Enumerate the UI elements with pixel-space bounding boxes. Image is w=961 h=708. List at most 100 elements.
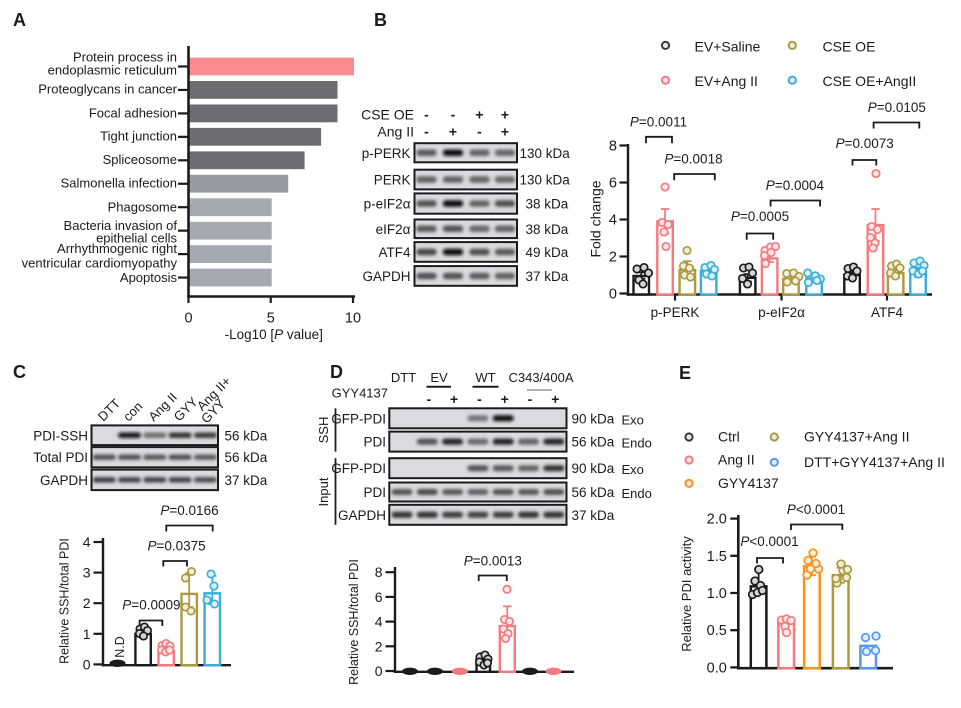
- svg-text:SSH: SSH: [316, 417, 331, 444]
- svg-text:Relative SSH/total PDI: Relative SSH/total PDI: [58, 538, 72, 664]
- svg-text:P=0.0018: P=0.0018: [664, 152, 722, 167]
- svg-text:56 kDa: 56 kDa: [572, 485, 615, 500]
- svg-text:-: -: [528, 391, 533, 407]
- svg-text:-: -: [477, 124, 482, 140]
- svg-text:2: 2: [83, 595, 91, 611]
- svg-text:p-PERK: p-PERK: [651, 305, 700, 320]
- svg-text:PDI: PDI: [363, 485, 386, 500]
- svg-text:Focal adhesion: Focal adhesion: [89, 106, 177, 121]
- svg-text:6: 6: [609, 176, 617, 192]
- svg-text:p-eIF2α: p-eIF2α: [364, 197, 411, 212]
- svg-text:8: 8: [609, 139, 617, 155]
- svg-text:37 kDa: 37 kDa: [526, 269, 569, 284]
- svg-text:Ang II: Ang II: [377, 124, 414, 140]
- svg-text:8: 8: [375, 564, 383, 580]
- svg-text:1.0: 1.0: [707, 586, 727, 602]
- svg-text:P=0.0005: P=0.0005: [731, 209, 789, 224]
- svg-text:DTT+GYY4137+Ang II: DTT+GYY4137+Ang II: [804, 454, 945, 470]
- svg-text:0: 0: [184, 311, 192, 327]
- svg-text:EV: EV: [430, 370, 448, 385]
- svg-text:Input: Input: [316, 477, 331, 506]
- svg-text:56 kDa: 56 kDa: [572, 435, 615, 450]
- svg-text:epithelial cells: epithelial cells: [96, 231, 177, 246]
- svg-text:37 kDa: 37 kDa: [225, 473, 268, 488]
- svg-text:-: -: [424, 107, 429, 123]
- svg-text:GYY4137: GYY4137: [332, 386, 388, 401]
- svg-text:Tight junction: Tight junction: [100, 128, 177, 143]
- svg-text:+: +: [475, 107, 483, 123]
- svg-text:0.0: 0.0: [707, 660, 727, 676]
- svg-text:A: A: [13, 10, 26, 30]
- svg-text:DTT: DTT: [391, 370, 416, 385]
- svg-text:C: C: [13, 362, 26, 382]
- svg-text:-: -: [477, 391, 482, 407]
- svg-text:N.D: N.D: [113, 636, 127, 658]
- svg-text:P=0.0105: P=0.0105: [868, 100, 926, 115]
- svg-text:Arrhythmogenic right: Arrhythmogenic right: [57, 241, 177, 256]
- svg-text:+: +: [501, 391, 509, 407]
- svg-text:10: 10: [345, 311, 361, 327]
- svg-text:1: 1: [83, 626, 91, 642]
- svg-text:Protein process in: Protein process in: [73, 50, 177, 65]
- svg-text:90 kDa: 90 kDa: [572, 461, 615, 476]
- svg-text:6: 6: [375, 589, 383, 605]
- svg-text:PERK: PERK: [374, 173, 411, 188]
- svg-text:E: E: [679, 363, 691, 383]
- svg-text:GAPDH: GAPDH: [362, 269, 410, 284]
- svg-text:+: +: [501, 107, 509, 123]
- svg-text:4: 4: [609, 213, 617, 229]
- svg-text:CSE OE+AngII: CSE OE+AngII: [823, 73, 917, 89]
- svg-text:2: 2: [375, 638, 383, 654]
- svg-text:Endo: Endo: [622, 486, 652, 501]
- svg-text:PDI: PDI: [363, 435, 386, 450]
- svg-text:2.0: 2.0: [707, 512, 727, 528]
- svg-text:38 kDa: 38 kDa: [526, 197, 569, 212]
- svg-text:endoplasmic reticulum: endoplasmic reticulum: [48, 62, 177, 77]
- svg-text:GAPDH: GAPDH: [338, 508, 386, 523]
- svg-text:GAPDH: GAPDH: [40, 473, 88, 488]
- svg-text:-: -: [424, 124, 429, 140]
- svg-text:1.5: 1.5: [707, 549, 727, 565]
- svg-text:4: 4: [83, 534, 91, 550]
- svg-text:0: 0: [609, 287, 617, 303]
- svg-text:-Log10 [P value]: -Log10 [P value]: [225, 327, 323, 342]
- svg-text:ventricular cardiomyopathy: ventricular cardiomyopathy: [22, 256, 178, 271]
- svg-text:37 kDa: 37 kDa: [572, 508, 615, 523]
- svg-text:GFP-PDI: GFP-PDI: [331, 411, 386, 426]
- svg-text:P=0.0375: P=0.0375: [147, 538, 205, 553]
- svg-text:P<0.0001: P<0.0001: [787, 502, 845, 517]
- svg-text:Spliceosome: Spliceosome: [103, 152, 177, 167]
- svg-text:Total PDI: Total PDI: [33, 450, 88, 465]
- svg-text:130 kDa: 130 kDa: [520, 173, 571, 188]
- svg-text:ATF4: ATF4: [378, 245, 410, 260]
- svg-text:p-eIF2α: p-eIF2α: [758, 305, 805, 320]
- svg-text:P=0.0011: P=0.0011: [630, 114, 687, 129]
- svg-text:56 kDa: 56 kDa: [225, 428, 268, 443]
- svg-text:Bacteria invasion of: Bacteria invasion of: [64, 218, 178, 233]
- svg-text:Fold change: Fold change: [588, 180, 604, 257]
- svg-text:EV+Saline: EV+Saline: [695, 38, 761, 54]
- svg-text:Ctrl: Ctrl: [718, 429, 740, 445]
- svg-text:Relative PDI activity: Relative PDI activity: [679, 536, 694, 652]
- svg-text:GYY4137: GYY4137: [718, 475, 779, 491]
- svg-text:4: 4: [375, 614, 383, 630]
- svg-text:PDI-SSH: PDI-SSH: [33, 428, 88, 443]
- svg-text:0.5: 0.5: [707, 623, 727, 639]
- svg-text:eIF2α: eIF2α: [376, 222, 411, 237]
- svg-text:GFP-PDI: GFP-PDI: [331, 461, 386, 476]
- svg-text:2: 2: [609, 250, 617, 266]
- svg-text:WT: WT: [475, 370, 495, 385]
- svg-text:-: -: [426, 391, 431, 407]
- svg-text:P=0.0073: P=0.0073: [836, 136, 894, 151]
- svg-text:C343/400A: C343/400A: [508, 370, 573, 385]
- svg-text:ATF4: ATF4: [871, 305, 903, 320]
- svg-text:Endo: Endo: [622, 436, 652, 451]
- svg-text:CSE OE: CSE OE: [823, 38, 876, 54]
- svg-text:Ang II: Ang II: [718, 452, 755, 468]
- svg-text:P<0.0001: P<0.0001: [740, 534, 798, 549]
- svg-text:5: 5: [267, 311, 275, 327]
- svg-text:GYY4137+Ang II: GYY4137+Ang II: [804, 429, 909, 445]
- svg-text:P=0.0004: P=0.0004: [766, 178, 825, 193]
- svg-text:Exo: Exo: [622, 412, 644, 427]
- svg-text:Relative SSH/total PDI: Relative SSH/total PDI: [347, 559, 361, 685]
